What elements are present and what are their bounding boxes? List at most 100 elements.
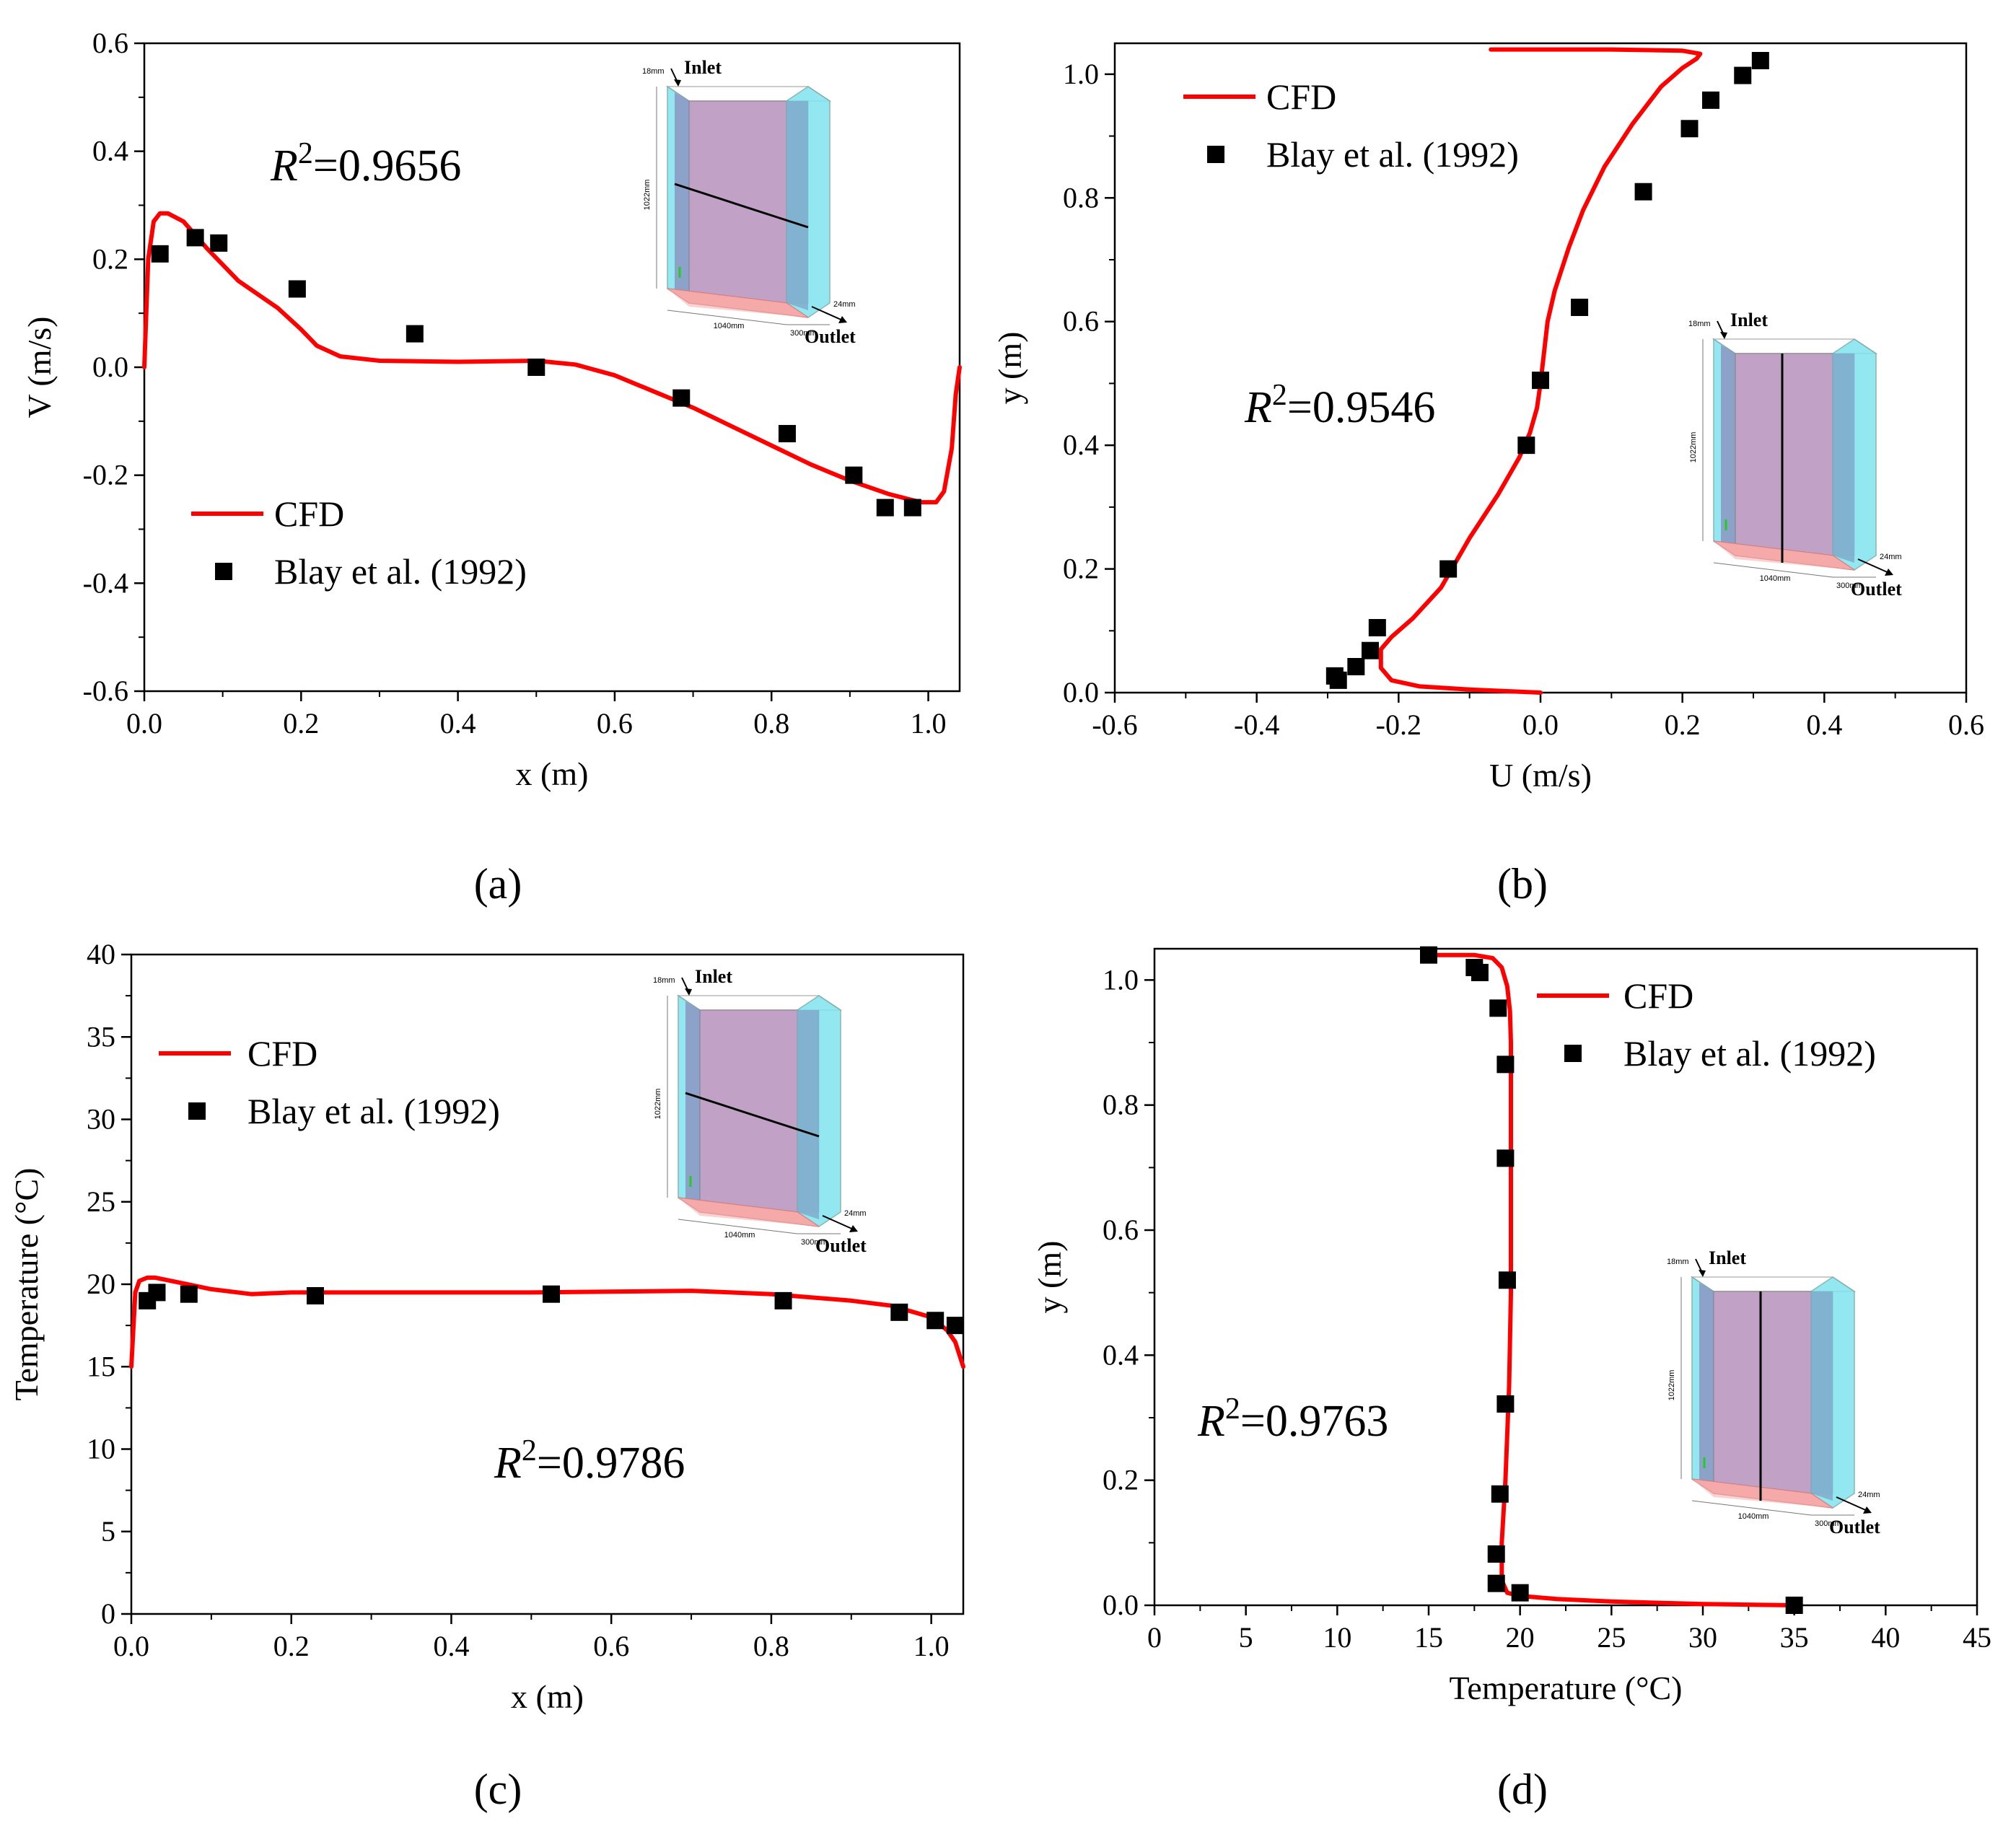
panel-label: (d): [1497, 1765, 1548, 1813]
legend-blay-label: Blay et al. (1992): [1266, 134, 1519, 175]
blay-data-point: [1496, 1395, 1515, 1413]
y-axis-label: V (m/s): [21, 317, 58, 418]
x-tick-label: 0.2: [1665, 708, 1701, 741]
blay-data-point: [672, 389, 691, 407]
blay-data-point: [1491, 1485, 1509, 1503]
y-tick-label: 35: [87, 1020, 115, 1053]
x-tick-label: 15: [1414, 1621, 1443, 1654]
x-tick-label: 1.0: [913, 1630, 950, 1662]
blay-data-point: [1368, 619, 1386, 636]
y-tick-label: 0.2: [1103, 1464, 1139, 1496]
y-tick-label: 0.2: [92, 242, 128, 275]
x-tick-label: 0.0: [126, 707, 162, 740]
r2-annotation: R2=0.9546: [1244, 379, 1435, 432]
dim-300-label: 300mm: [790, 329, 817, 338]
y-tick-label: -0.2: [83, 459, 128, 491]
dim-1022-label: 1022mm: [1689, 432, 1698, 463]
dim-1022-label: 1022mm: [654, 1089, 662, 1120]
outlet-label: Outlet: [1851, 579, 1902, 600]
blay-data-point: [210, 234, 228, 252]
y-axis-label: y (m): [1031, 1241, 1068, 1314]
blay-data-point: [1487, 1574, 1505, 1592]
legend-blay-label: Blay et al. (1992): [247, 1091, 500, 1131]
dim-18-label: 18mm: [653, 976, 675, 985]
x-tick-label: 0.4: [1806, 708, 1842, 741]
x-tick-label: 0.6: [593, 1630, 629, 1662]
x-tick-label: 0.2: [283, 707, 319, 740]
panel-label: (c): [474, 1765, 522, 1813]
inset-blue-right: [1833, 354, 1854, 563]
blay-data-point: [926, 1312, 945, 1330]
dim-18-label: 18mm: [642, 67, 665, 76]
r2-annotation: R2=0.9763: [1197, 1392, 1388, 1446]
inset-blue-band: [1699, 1283, 1714, 1493]
x-tick-label: 20: [1506, 1621, 1535, 1654]
outlet-arrowhead: [1885, 569, 1893, 576]
blay-data-point: [306, 1286, 324, 1304]
y-tick-label: 0.6: [1103, 1214, 1139, 1246]
y-tick-label: 5: [101, 1515, 115, 1548]
dim-1040-label: 1040mm: [1760, 574, 1791, 583]
blay-data-point: [1347, 658, 1365, 675]
inset-blue-band: [1721, 345, 1735, 556]
y-tick-label: 0.0: [1103, 1589, 1139, 1621]
r2-annotation: R2=0.9786: [494, 1434, 685, 1488]
blay-data-point: [1329, 671, 1347, 689]
inset-blue-right: [797, 1010, 819, 1219]
cfd-line: [142, 211, 962, 505]
blay-data-point: [288, 280, 306, 298]
outlet-label: Outlet: [1829, 1517, 1880, 1537]
blay-data-point: [1498, 1271, 1516, 1289]
inset-blue-band: [675, 92, 689, 303]
inlet-arrowhead: [674, 79, 681, 87]
y-tick-label: 0.0: [92, 351, 128, 383]
y-tick-label: 0.6: [1063, 305, 1099, 338]
geometry-inset-b: Inlet Outlet 18mm 1022mm 1040mm 300mm 24mm: [1688, 310, 1902, 600]
blay-data-point: [186, 229, 204, 247]
blay-data-point: [1420, 946, 1437, 964]
inlet-label: Inlet: [684, 57, 722, 78]
y-tick-label: 0: [101, 1597, 115, 1630]
y-tick-label: 0.4: [1103, 1338, 1139, 1371]
blay-data-point: [543, 1285, 561, 1303]
dim-1040-label: 1040mm: [1738, 1512, 1769, 1521]
x-tick-label: 45: [1963, 1621, 1991, 1654]
inset-dim-width: [1691, 1500, 1812, 1516]
x-tick-label: -0.2: [1376, 708, 1421, 741]
blay-data-point: [148, 1284, 166, 1302]
legend-cfd-label: CFD: [1266, 76, 1336, 117]
legend-cfd-label: CFD: [274, 493, 344, 534]
y-tick-label: 1.0: [1063, 58, 1099, 90]
x-tick-label: 35: [1780, 1621, 1809, 1654]
inset-floor-2: [1714, 541, 1854, 570]
y-tick-label: 1.0: [1103, 963, 1139, 996]
cfd-line: [129, 1275, 965, 1369]
blay-data-point: [778, 425, 796, 443]
geometry-inset-a: Inlet Outlet 18mm 1022mm 1040mm 300mm 24mm: [642, 57, 856, 347]
inlet-label: Inlet: [1709, 1247, 1746, 1268]
blay-data-point: [946, 1317, 964, 1335]
plot-frame: [143, 42, 961, 693]
panel-label: (b): [1497, 860, 1548, 908]
blay-data-point: [1751, 52, 1769, 69]
x-tick-label: 10: [1323, 1621, 1351, 1654]
blay-data-point: [890, 1303, 908, 1321]
geometry-inset-c: Inlet Outlet 18mm 1022mm 1040mm 300mm 24mm: [653, 966, 867, 1256]
inlet-label: Inlet: [695, 966, 732, 987]
y-tick-label: 20: [87, 1268, 115, 1300]
blay-data-point: [1439, 560, 1458, 578]
x-tick-label: 30: [1688, 1621, 1717, 1654]
x-tick-label: 0.4: [440, 707, 476, 740]
blay-data-point: [1680, 120, 1699, 138]
x-axis-label: x (m): [516, 755, 589, 792]
inset-dim-width: [667, 310, 787, 325]
blay-data-point: [1489, 999, 1507, 1017]
y-tick-label: 25: [87, 1185, 115, 1218]
dim-300-label: 300mm: [801, 1238, 828, 1247]
dim-1022-label: 1022mm: [643, 180, 652, 211]
outlet-arrow: [1836, 1496, 1870, 1512]
panel-label: (a): [474, 860, 522, 908]
geometry-inset-d: Inlet Outlet 18mm 1022mm 1040mm 300mm 24mm: [1667, 1247, 1880, 1537]
x-tick-label: 0.8: [753, 1630, 789, 1662]
